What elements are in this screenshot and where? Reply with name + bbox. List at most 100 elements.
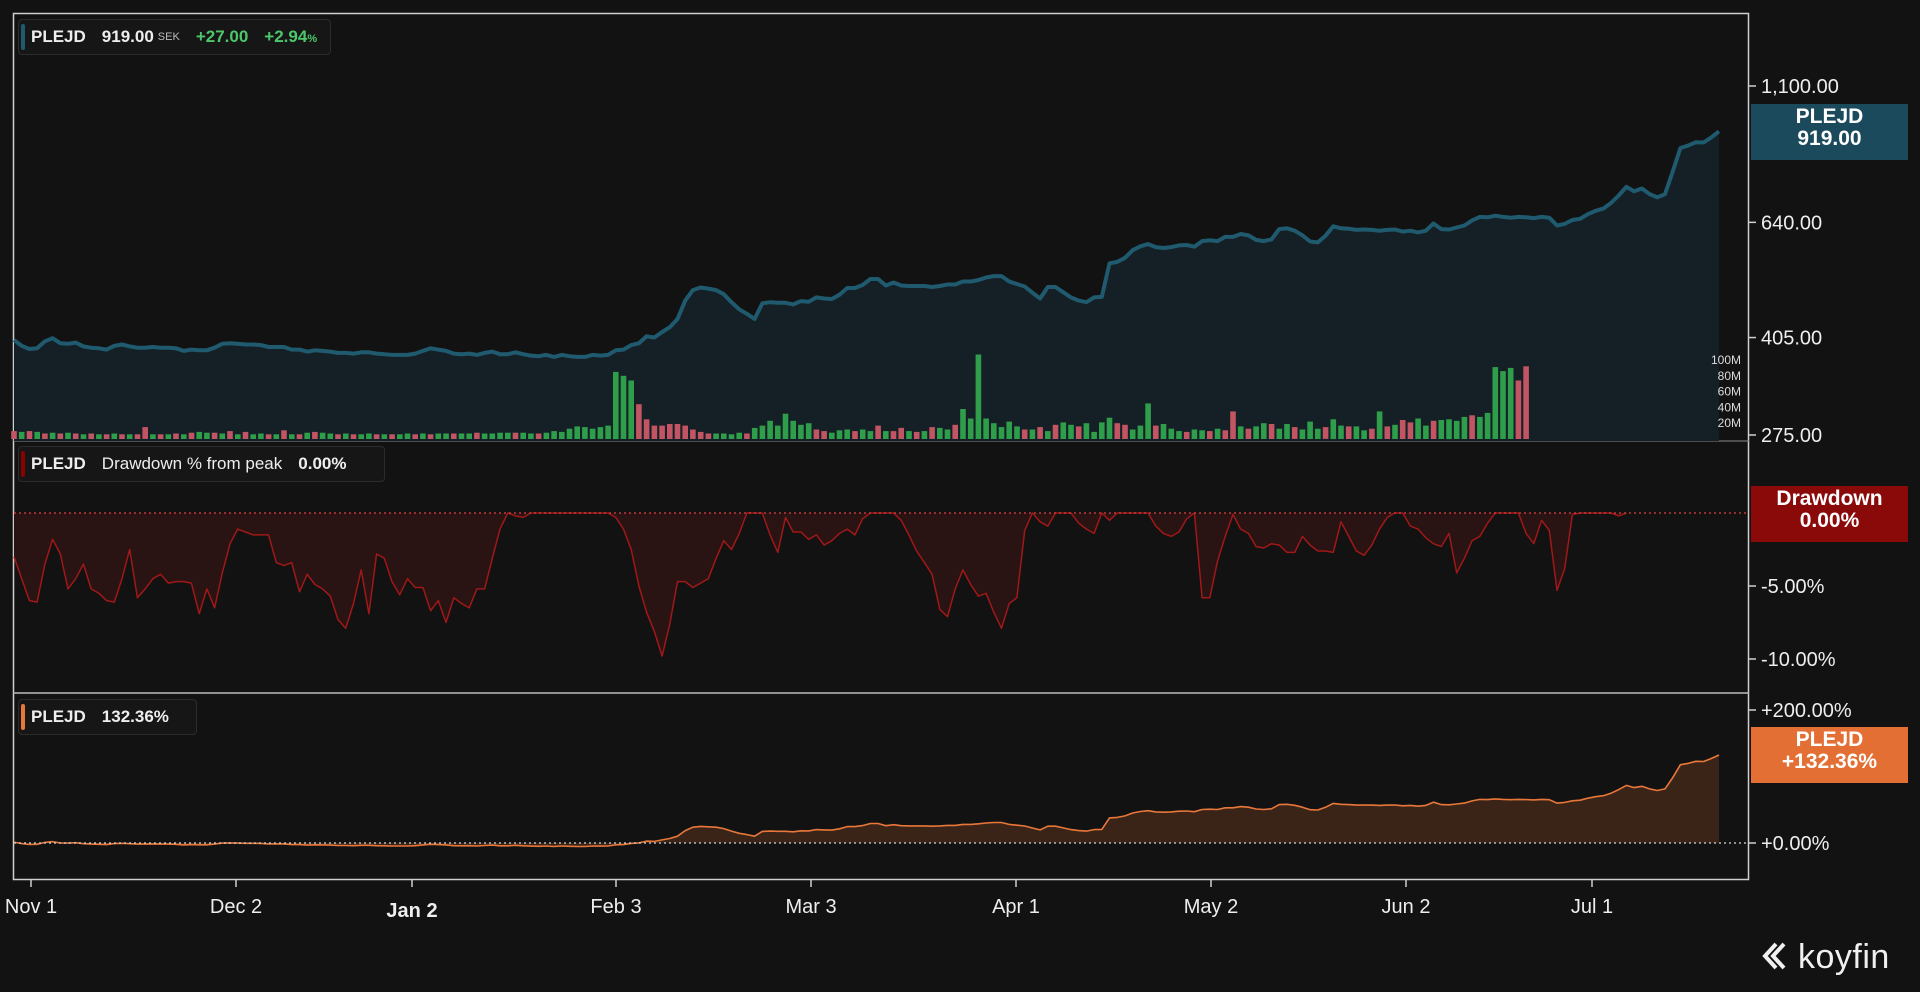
- volume-bar: [1068, 424, 1074, 439]
- volume-bar: [1353, 426, 1360, 439]
- volume-bar: [1515, 380, 1522, 439]
- volume-bar: [1291, 427, 1298, 439]
- volume-bar: [1338, 425, 1344, 439]
- volume-bar: [1446, 419, 1452, 440]
- volume-bar: [998, 427, 1005, 439]
- volume-bar: [119, 434, 125, 439]
- volume-bar: [1091, 431, 1097, 439]
- x-tick-label: Feb 3: [590, 896, 641, 918]
- volume-bar: [34, 431, 40, 439]
- volume-y-tick-label: 40M: [1718, 400, 1741, 414]
- volume-bar: [651, 425, 658, 439]
- volume-bar: [366, 433, 372, 439]
- volume-bar: [242, 431, 249, 439]
- volume-bar: [1307, 421, 1313, 439]
- x-tick-label: Nov 1: [5, 896, 57, 918]
- volume-bar: [481, 433, 488, 439]
- volume-bar: [358, 434, 364, 439]
- drawdown-legend[interactable]: PLEJD Drawdown % from peak 0.00%: [18, 446, 385, 482]
- volume-y-tick-label: 100M: [1711, 353, 1741, 367]
- volume-bar: [466, 433, 472, 439]
- volume-bar: [1029, 429, 1036, 439]
- volume-bar: [427, 434, 434, 439]
- volume-bar: [613, 371, 619, 440]
- drawdown-tag: Drawdown 0.00%: [1751, 486, 1908, 542]
- price-y-tick-label: 405.00: [1761, 328, 1822, 350]
- volume-bar: [636, 404, 642, 439]
- volume-bar: [1099, 422, 1105, 439]
- drawdown-legend-value: 0.00%: [298, 454, 347, 473]
- volume-bar: [1137, 425, 1144, 439]
- volume-bar: [713, 433, 719, 439]
- price-legend-symbol: PLEJD: [31, 27, 86, 46]
- volume-bar: [705, 433, 712, 439]
- volume-bar: [559, 431, 565, 439]
- volume-bar: [852, 431, 858, 439]
- x-tick-label: Jan 2: [386, 900, 437, 922]
- koyfin-logo-text: koyfin: [1798, 938, 1890, 976]
- volume-bar: [474, 432, 480, 439]
- price-legend-change: +27.00: [195, 27, 249, 46]
- price-legend-currency: SEK: [157, 31, 180, 43]
- volume-bar: [319, 432, 326, 439]
- volume-bar: [1153, 425, 1159, 439]
- volume-bar: [49, 432, 56, 439]
- return-legend[interactable]: PLEJD 132.36%: [18, 699, 197, 735]
- volume-bar: [844, 429, 850, 439]
- volume-bar: [204, 432, 210, 439]
- volume-bar: [103, 434, 110, 439]
- drawdown-pane: [13, 512, 1749, 657]
- volume-bar: [628, 380, 634, 439]
- volume-bar: [805, 423, 812, 439]
- volume-bar: [381, 434, 388, 439]
- volume-bar: [219, 433, 226, 439]
- price-series-line: [12, 129, 1721, 359]
- volume-bar: [1207, 431, 1213, 439]
- price-legend-value: 919.00: [102, 27, 154, 47]
- volume-bar: [1145, 403, 1151, 439]
- price-legend[interactable]: PLEJD 919.00 SEK +27.00 +2.94%: [18, 19, 331, 55]
- volume-bar: [883, 431, 889, 439]
- return-tag-value: +132.36%: [1781, 750, 1878, 773]
- volume-bar: [65, 432, 71, 439]
- return-series-line: [13, 754, 1720, 848]
- volume-bar: [1014, 426, 1020, 439]
- volume-bar: [235, 434, 241, 439]
- volume-bar: [1484, 412, 1491, 439]
- volume-bar: [1230, 411, 1236, 439]
- volume-bar: [1245, 428, 1252, 439]
- koyfin-logo[interactable]: koyfin: [1762, 938, 1890, 977]
- volume-bar: [659, 425, 665, 439]
- volume-bar: [1423, 425, 1429, 439]
- volume-bar: [1222, 430, 1229, 439]
- volume-bar: [1492, 367, 1499, 439]
- volume-bar: [350, 434, 357, 439]
- volume-bar: [1083, 423, 1090, 439]
- volume-bar: [1453, 420, 1460, 439]
- volume-bar: [1369, 428, 1375, 439]
- volume-bar: [1168, 428, 1175, 439]
- volume-bar: [1253, 426, 1259, 439]
- volume-bar: [551, 431, 557, 439]
- koyfin-logo-icon: [1762, 942, 1786, 970]
- volume-bar: [1106, 417, 1113, 439]
- volume-bar: [165, 434, 172, 439]
- volume-y-tick-label: 20M: [1718, 416, 1741, 430]
- volume-bar: [181, 434, 187, 439]
- volume-bar: [1384, 426, 1391, 439]
- volume-bar: [798, 424, 804, 439]
- price-pane: [12, 129, 1721, 442]
- return-series-fill: [14, 755, 1719, 847]
- volume-bar: [250, 434, 256, 439]
- volume-bar: [1021, 429, 1028, 439]
- volume-bar: [265, 434, 272, 439]
- volume-bar: [543, 432, 550, 439]
- volume-bar: [1315, 428, 1321, 439]
- return-tag-symbol: PLEJD: [1795, 728, 1864, 751]
- volume-bar: [42, 433, 48, 439]
- return-legend-value: 132.36%: [101, 707, 169, 726]
- volume-bar: [1214, 428, 1221, 439]
- volume-bar: [867, 431, 874, 439]
- volume-bar: [697, 431, 704, 439]
- y-axis: 1,100.00 640.00 405.00 275.00 -5.00% -10.00% +…: [1749, 76, 1852, 855]
